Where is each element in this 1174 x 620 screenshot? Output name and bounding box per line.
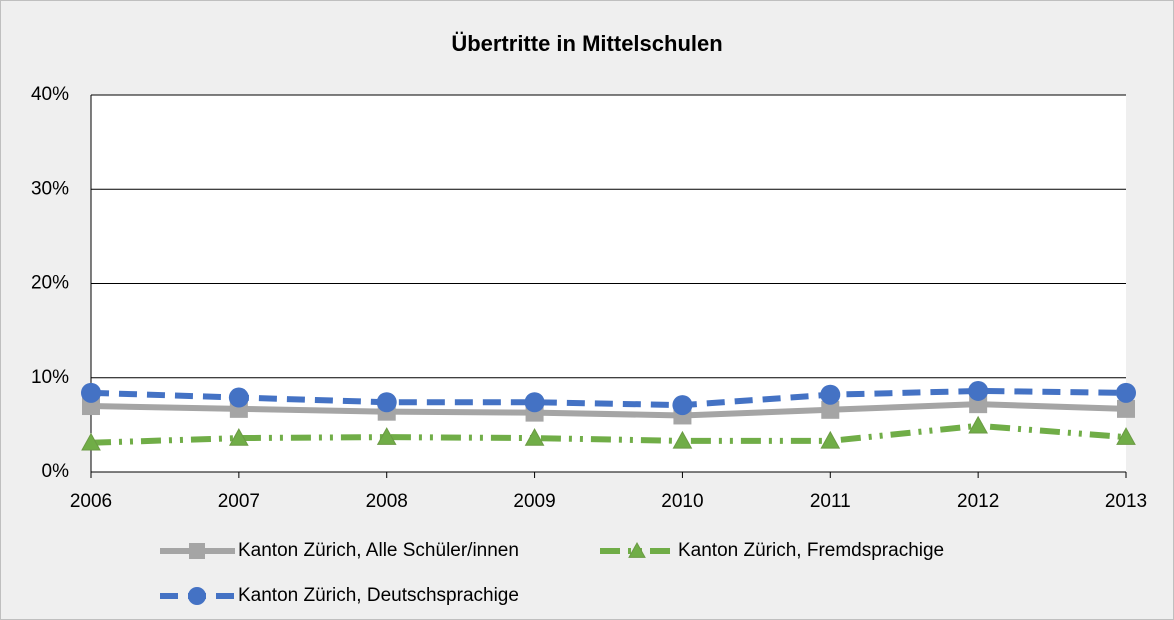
- legend-label: Kanton Zürich, Alle Schüler/innen: [238, 540, 519, 561]
- marker: [820, 430, 841, 449]
- y-tick-label: 0%: [42, 461, 70, 482]
- marker: [228, 387, 249, 408]
- marker: [376, 392, 397, 413]
- x-tick-label: 2012: [957, 491, 999, 512]
- marker: [376, 427, 397, 445]
- series-line: [90, 401, 1127, 419]
- x-tick-label: 2011: [810, 491, 851, 512]
- legend-marker: [189, 543, 205, 559]
- marker: [1117, 399, 1135, 418]
- marker: [1116, 382, 1136, 403]
- marker: [968, 415, 988, 434]
- marker: [968, 380, 989, 401]
- marker: [672, 430, 693, 449]
- marker: [1116, 427, 1136, 445]
- marker: [81, 382, 101, 403]
- x-tick-label: 2013: [1105, 491, 1147, 512]
- x-tick-label: 2008: [366, 491, 408, 512]
- chart-title: Übertritte in Mittelschulen: [451, 31, 722, 56]
- x-tick-label: 2010: [661, 491, 703, 512]
- x-tick-label: 2007: [218, 491, 260, 512]
- x-tick-label: 2009: [513, 491, 555, 512]
- marker: [820, 384, 841, 405]
- marker: [524, 428, 545, 446]
- y-tick-label: 20%: [31, 273, 69, 294]
- legend-label: Kanton Zürich, Deutschsprachige: [238, 585, 519, 606]
- marker: [524, 392, 545, 413]
- x-tick-label: 2006: [70, 491, 112, 512]
- marker: [672, 395, 693, 416]
- series-line: [90, 387, 1127, 409]
- y-tick-label: 10%: [31, 367, 69, 388]
- legend-marker: [188, 587, 206, 605]
- y-tick-label: 30%: [31, 178, 69, 199]
- marker: [229, 428, 249, 446]
- series-line: [90, 422, 1127, 446]
- marker: [821, 400, 840, 419]
- marker: [81, 432, 101, 451]
- y-tick-label: 40%: [31, 84, 69, 105]
- legend-label: Kanton Zürich, Fremdsprachige: [678, 540, 944, 561]
- legend-marker: [628, 541, 646, 558]
